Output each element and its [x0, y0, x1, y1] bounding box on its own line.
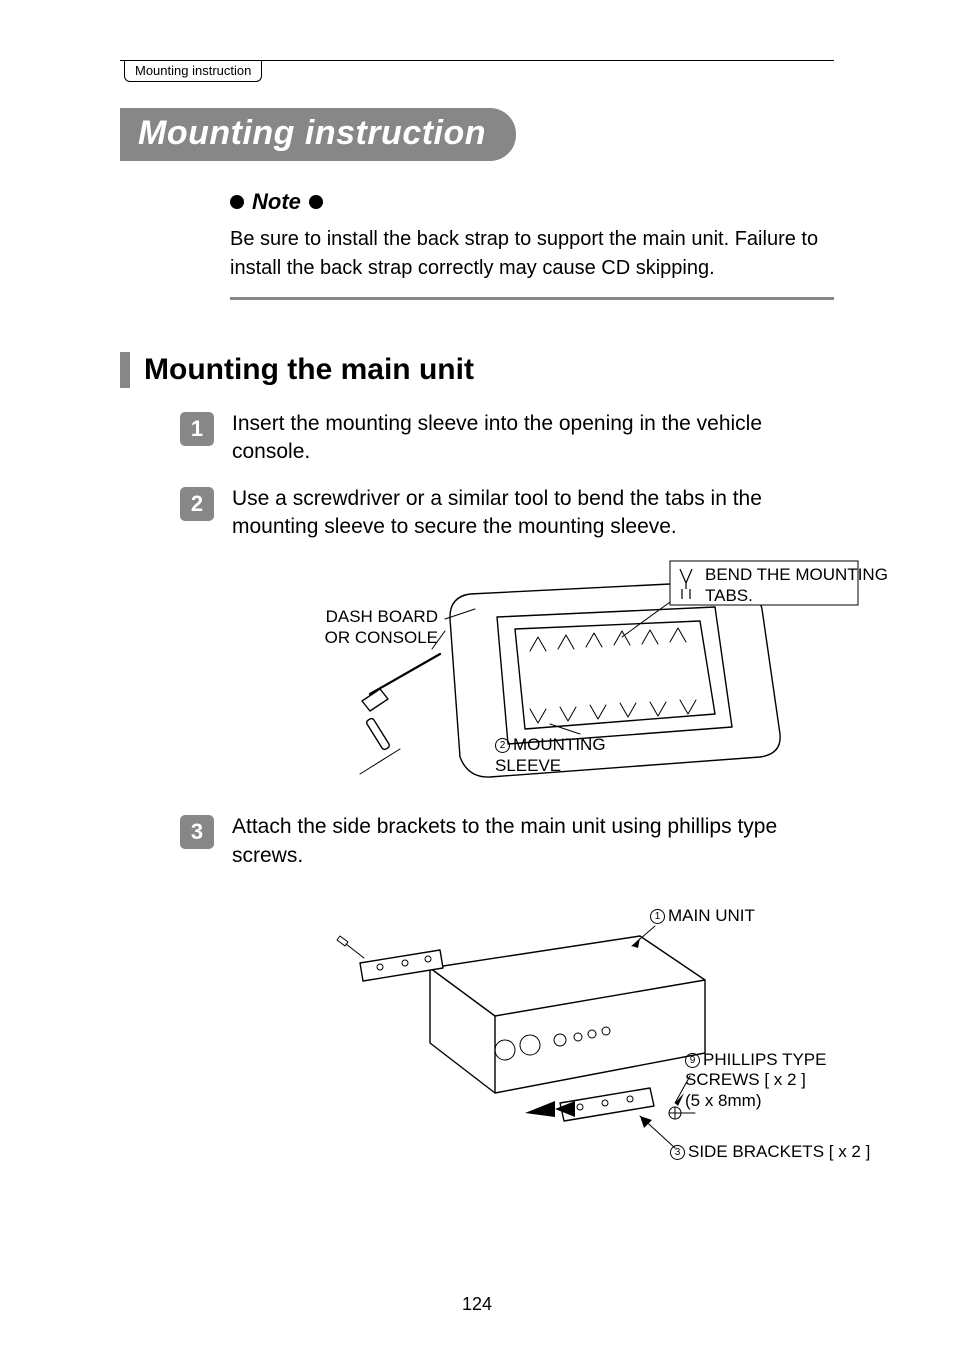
diagram-side-brackets: 1MAIN UNIT 9PHILLIPS TYPESCREWS [ x 2 ](… [280, 888, 834, 1188]
page-number: 124 [0, 1294, 954, 1315]
label-mounting-sleeve: 2MOUNTINGSLEEVE [495, 735, 606, 776]
step-number-badge: 1 [180, 412, 214, 446]
section-heading-bar [120, 352, 130, 388]
step-number-badge: 3 [180, 815, 214, 849]
note-heading: Note [230, 189, 834, 215]
circled-number-icon: 3 [670, 1145, 685, 1160]
breadcrumb: Mounting instruction [124, 61, 262, 82]
step-list: 1 Insert the mounting sleeve into the op… [180, 410, 834, 1188]
label-main-unit-text: MAIN UNIT [668, 906, 755, 925]
circled-number-icon: 1 [650, 909, 665, 924]
label-side-brackets: 3SIDE BRACKETS [ x 2 ] [670, 1142, 870, 1162]
label-phillips-text: PHILLIPS TYPESCREWS [ x 2 ](5 x 8mm) [685, 1050, 826, 1110]
step-1: 1 Insert the mounting sleeve into the op… [180, 410, 834, 467]
circled-number-icon: 2 [495, 738, 510, 753]
label-side-brackets-text: SIDE BRACKETS [ x 2 ] [688, 1142, 870, 1161]
step-number-badge: 2 [180, 487, 214, 521]
label-phillips-screws: 9PHILLIPS TYPESCREWS [ x 2 ](5 x 8mm) [685, 1050, 826, 1111]
step-text: Use a screwdriver or a similar tool to b… [232, 485, 834, 542]
bullet-icon [230, 195, 244, 209]
label-bend-tabs: BEND THE MOUNTINGTABS. [705, 565, 888, 606]
note-divider [230, 297, 834, 300]
section-heading: Mounting the main unit [144, 353, 474, 387]
bullet-icon [309, 195, 323, 209]
label-dashboard: DASH BOARDOR CONSOLE [300, 607, 438, 648]
section-heading-row: Mounting the main unit [120, 352, 834, 388]
note-body: Be sure to install the back strap to sup… [230, 225, 834, 283]
step-text: Attach the side brackets to the main uni… [232, 813, 834, 870]
note-section: Note Be sure to install the back strap t… [230, 189, 834, 300]
page-container: Mounting instruction Mounting instructio… [0, 0, 954, 1188]
label-mounting-sleeve-text: MOUNTINGSLEEVE [495, 735, 606, 774]
breadcrumb-wrap: Mounting instruction [120, 61, 834, 82]
page-title: Mounting instruction [120, 108, 516, 161]
step-3: 3 Attach the side brackets to the main u… [180, 813, 834, 870]
step-text: Insert the mounting sleeve into the open… [232, 410, 834, 467]
note-heading-text: Note [252, 189, 301, 215]
step-2: 2 Use a screwdriver or a similar tool to… [180, 485, 834, 542]
label-main-unit: 1MAIN UNIT [650, 906, 755, 926]
circled-number-icon: 9 [685, 1053, 700, 1068]
diagram-mounting-sleeve: DASH BOARDOR CONSOLE BEND THE MOUNTINGTA… [300, 559, 834, 789]
